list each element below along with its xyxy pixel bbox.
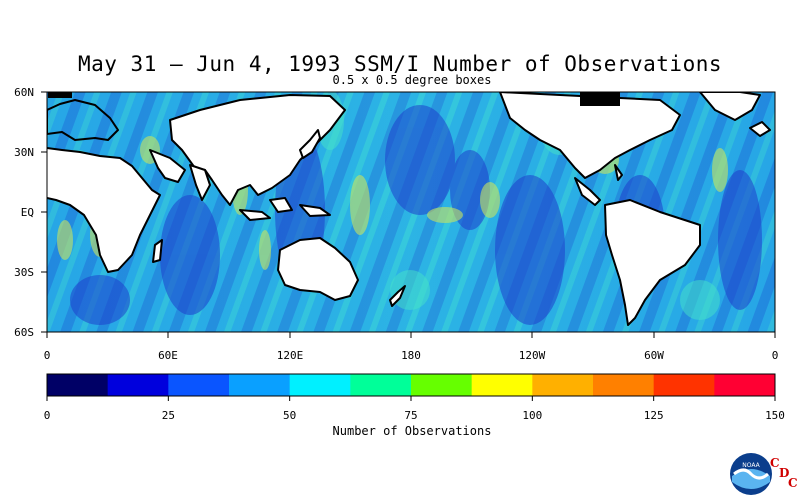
colorbar-swatch	[411, 374, 473, 396]
colorbar-tick-label: 75	[404, 409, 417, 422]
colorbar-tick-label: 50	[283, 409, 296, 422]
lon-label-120w: 120W	[519, 349, 546, 362]
colorbar-swatch	[593, 374, 655, 396]
lat-label-60n: 60N	[14, 86, 34, 99]
noaa-logo-icon: NOAA	[730, 453, 772, 495]
lat-label-60s: 60S	[14, 326, 34, 339]
colorbar-tick-label: 25	[162, 409, 175, 422]
cdc-letter-c1: C	[770, 456, 780, 470]
colorbar-swatch	[168, 374, 230, 396]
colorbar-swatch	[532, 374, 594, 396]
lon-label-60e: 60E	[158, 349, 178, 362]
colorbar-swatch	[471, 374, 533, 396]
noaa-logo-text: NOAA	[742, 462, 760, 469]
longitude-axis: 0 60E 120E 180 120W 60W 0	[44, 332, 779, 362]
colorbar-swatch	[107, 374, 169, 396]
colorbar-swatch	[714, 374, 776, 396]
observation-field	[47, 92, 775, 332]
colorbar-swatch	[229, 374, 291, 396]
colorbar-swatch	[350, 374, 412, 396]
colorbar-swatch	[653, 374, 715, 396]
colorbar-ticks: 0 25 50 75 100 125 150	[44, 396, 785, 422]
lon-label-180: 180	[401, 349, 421, 362]
lon-label-60w: 60W	[644, 349, 664, 362]
lat-label-eq: EQ	[21, 206, 34, 219]
colorbar	[47, 374, 776, 396]
colorbar-tick-label: 0	[44, 409, 51, 422]
colorbar-title: Number of Observations	[332, 424, 492, 438]
cdc-letter-c2: C	[788, 476, 798, 490]
colorbar-tick-label: 125	[644, 409, 664, 422]
lon-label-0-east: 0	[772, 349, 779, 362]
latitude-axis: 60N 30N EQ 30S 60S	[14, 86, 47, 339]
lon-label-120e: 120E	[277, 349, 304, 362]
colorbar-swatch	[47, 374, 109, 396]
cdc-letter-d: D	[779, 466, 790, 480]
map-subtitle: 0.5 x 0.5 degree boxes	[332, 73, 492, 87]
lat-label-30n: 30N	[14, 146, 34, 159]
colorbar-tick-label: 100	[522, 409, 542, 422]
colorbar-swatch	[289, 374, 351, 396]
map-title: May 31 – Jun 4, 1993 SSM/I Number of Obs…	[77, 52, 722, 76]
lon-label-0: 0	[44, 349, 51, 362]
lat-label-30s: 30S	[14, 266, 34, 279]
landmasses	[47, 92, 771, 326]
colorbar-tick-label: 150	[765, 409, 785, 422]
